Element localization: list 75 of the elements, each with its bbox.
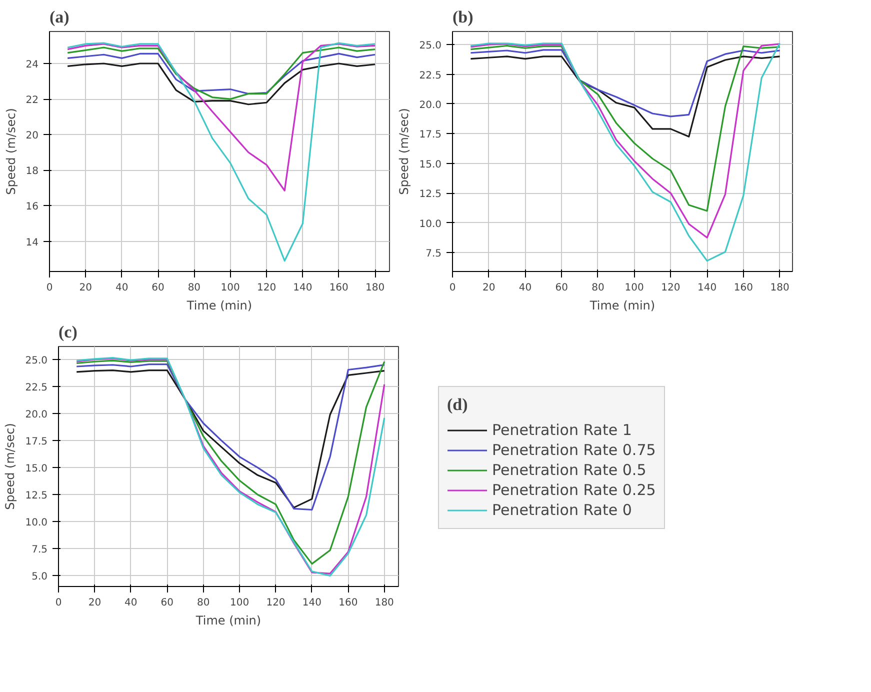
chart-title: (b) — [452, 8, 474, 26]
legend-label: Penetration Rate 0.25 — [492, 481, 656, 499]
y-tick-label: 16 — [26, 202, 39, 213]
y-tick-label: 17.5 — [419, 130, 442, 141]
y-tick-label: 5.0 — [32, 572, 48, 583]
x-axis-title: Time (min) — [194, 614, 262, 628]
line-series — [66, 42, 376, 262]
x-tick-label: 0 — [46, 282, 53, 294]
x-tick-label: 180 — [770, 282, 790, 294]
x-tick-label: 80 — [592, 282, 604, 294]
x-tick-label: 120 — [256, 282, 276, 294]
y-tick-label: 12.5 — [25, 490, 48, 502]
x-tick-label: 100 — [220, 282, 240, 294]
legend-label: Penetration Rate 0 — [492, 501, 632, 519]
y-axis-title: Speed (m/sec) — [4, 108, 18, 195]
x-tick-label: 60 — [555, 282, 568, 294]
x-tick-label: 180 — [365, 282, 385, 294]
line-series — [66, 62, 376, 106]
x-tick-label: 40 — [124, 598, 138, 608]
legend-title: (d) — [447, 395, 469, 415]
y-tick-label: 22.5 — [25, 382, 48, 394]
x-tick-label: 180 — [374, 598, 394, 608]
x-tick-label: 60 — [160, 598, 174, 608]
x-tick-label: 0 — [55, 598, 62, 608]
y-tick-label: 22.5 — [419, 70, 442, 82]
x-tick-label: 140 — [302, 598, 322, 608]
line-series — [470, 56, 781, 138]
y-tick-label: 20 — [26, 130, 39, 142]
x-tick-label: 140 — [293, 282, 312, 294]
y-tick-label: 20.0 — [25, 410, 48, 421]
x-tick-label: 140 — [698, 282, 717, 294]
line-series — [66, 43, 376, 192]
x-tick-label: 40 — [115, 282, 128, 294]
x-tick-label: 20 — [79, 282, 92, 294]
x-tick-label: 120 — [661, 282, 680, 294]
x-tick-label: 160 — [734, 282, 753, 294]
y-tick-label: 15.0 — [419, 159, 442, 170]
y-tick-label: 12.5 — [419, 189, 442, 200]
x-tick-label: 20 — [482, 282, 496, 294]
y-axis-title: Speed (m/sec) — [397, 108, 412, 195]
y-tick-label: 17.5 — [25, 436, 48, 448]
chart-title: (a) — [50, 8, 70, 26]
y-tick-label: 7.5 — [426, 248, 442, 260]
y-tick-label: 14 — [26, 237, 39, 248]
x-tick-label: 40 — [518, 282, 532, 294]
y-tick-label: 10.0 — [25, 518, 48, 529]
line-series — [66, 46, 376, 100]
legend-label: Penetration Rate 0.75 — [492, 441, 656, 459]
x-tick-label: 160 — [338, 598, 358, 608]
x-tick-label: 60 — [152, 282, 164, 294]
x-tick-label: 120 — [266, 598, 286, 608]
x-tick-label: 160 — [329, 282, 348, 294]
line-series — [66, 52, 376, 95]
x-tick-label: 20 — [88, 598, 102, 608]
x-tick-label: 80 — [196, 598, 210, 608]
legend-label: Penetration Rate 1 — [492, 421, 632, 439]
y-tick-label: 25.0 — [419, 40, 442, 52]
y-tick-label: 25.0 — [25, 355, 48, 366]
y-tick-label: 15.0 — [25, 464, 48, 475]
y-tick-label: 18 — [26, 166, 39, 178]
y-tick-label: 20.0 — [419, 100, 442, 111]
y-tick-label: 22 — [26, 95, 39, 106]
line-series — [470, 49, 781, 118]
chart-title: (c) — [58, 322, 78, 342]
y-tick-label: 10.0 — [419, 218, 442, 230]
y-axis-title: Speed (m/sec) — [3, 423, 18, 510]
y-tick-label: 24 — [26, 60, 39, 70]
x-axis-title: Time (min) — [588, 298, 656, 312]
y-tick-label: 7.5 — [32, 544, 48, 556]
x-tick-label: 100 — [624, 282, 644, 294]
x-axis-title: Time (min) — [186, 298, 252, 312]
x-tick-label: 0 — [449, 282, 456, 294]
legend-label: Penetration Rate 0.5 — [492, 461, 646, 479]
x-tick-label: 100 — [230, 598, 250, 608]
x-tick-label: 80 — [188, 282, 201, 294]
